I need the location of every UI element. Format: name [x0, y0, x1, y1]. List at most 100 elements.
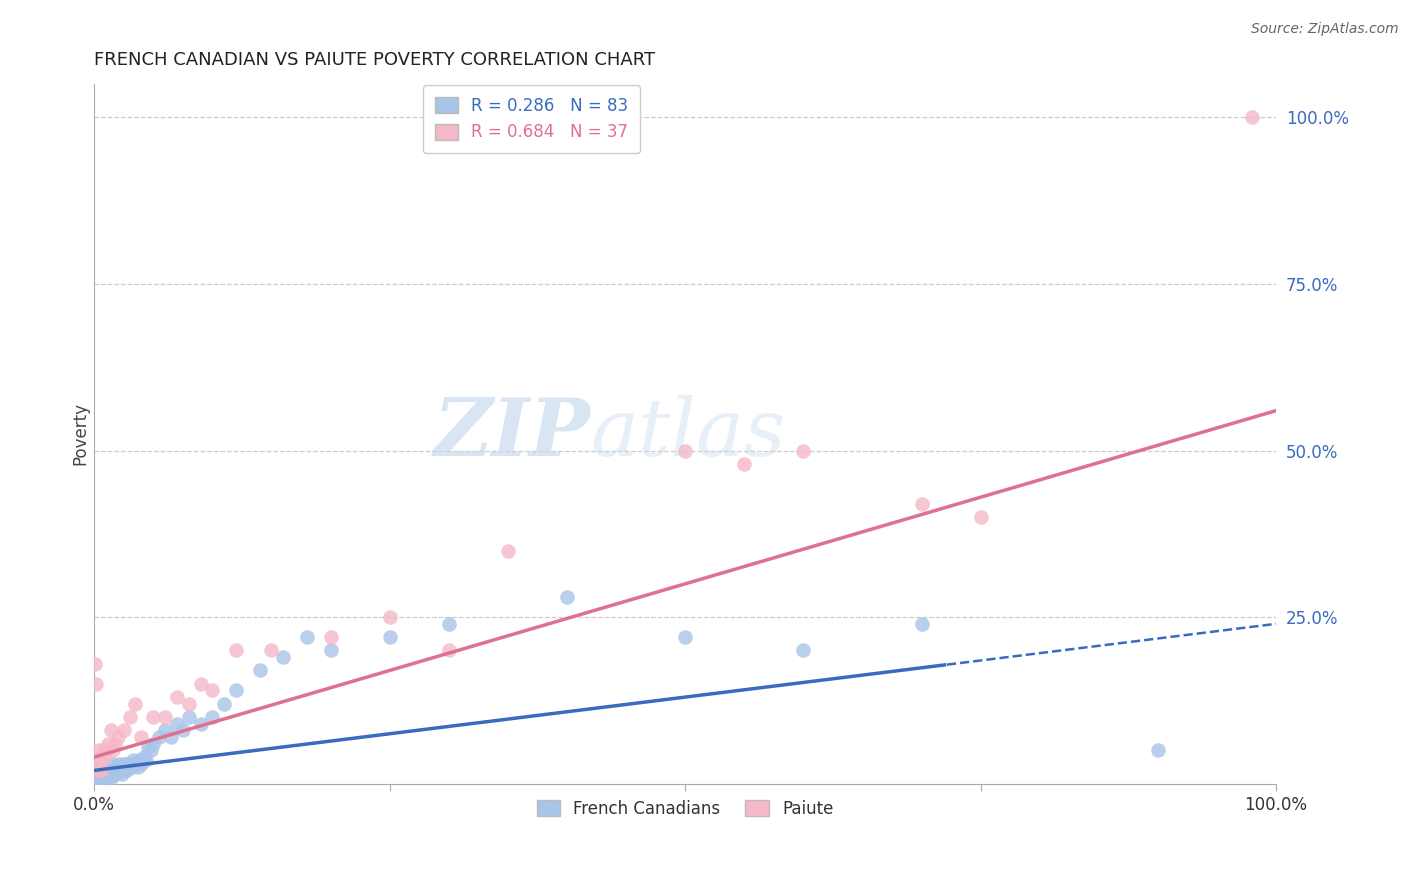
Point [91, 760, 114, 774]
Point [110, 760, 132, 774]
Point [118, 710, 141, 724]
Point [111, 766, 134, 780]
Point [378, 630, 401, 644]
Point [87, 773, 110, 788]
Point [132, 750, 155, 764]
Point [101, 766, 124, 780]
Point [166, 716, 188, 731]
Point [90, 770, 112, 784]
Point [1241, 111, 1264, 125]
Point [128, 753, 150, 767]
Point [94, 760, 117, 774]
Point [138, 740, 160, 755]
Point [89, 760, 111, 774]
Point [101, 743, 124, 757]
Point [86, 677, 108, 691]
Point [94, 743, 117, 757]
Point [295, 630, 318, 644]
Point [93, 770, 115, 784]
Point [260, 643, 283, 657]
Point [91, 772, 114, 786]
Point [142, 737, 165, 751]
Point [121, 760, 143, 774]
Point [107, 760, 129, 774]
Point [108, 764, 131, 778]
Point [86, 766, 108, 780]
Point [319, 630, 342, 644]
Point [177, 710, 200, 724]
Point [201, 710, 224, 724]
Point [101, 756, 124, 771]
Point [733, 457, 755, 471]
Point [112, 756, 135, 771]
Point [212, 697, 235, 711]
Point [89, 756, 111, 771]
Point [225, 643, 247, 657]
Point [87, 764, 110, 778]
Point [118, 756, 141, 771]
Point [122, 753, 145, 767]
Point [190, 677, 212, 691]
Point [96, 766, 118, 780]
Point [118, 760, 141, 774]
Point [94, 770, 117, 784]
Point [153, 710, 176, 724]
Point [107, 730, 129, 744]
Point [89, 770, 111, 784]
Point [153, 723, 176, 738]
Point [84, 770, 107, 784]
Point [378, 610, 401, 624]
Point [94, 756, 117, 771]
Point [100, 764, 122, 778]
Point [142, 710, 165, 724]
Point [673, 630, 696, 644]
Point [104, 766, 127, 780]
Point [249, 664, 271, 678]
Point [86, 766, 108, 780]
Point [87, 743, 110, 757]
Point [96, 760, 118, 774]
Point [792, 643, 814, 657]
Point [437, 616, 460, 631]
Point [112, 723, 135, 738]
Point [177, 697, 200, 711]
Point [792, 443, 814, 458]
Point [124, 756, 146, 771]
Point [114, 760, 136, 774]
Point [131, 756, 153, 771]
Point [969, 510, 991, 524]
Point [190, 716, 212, 731]
Point [97, 737, 120, 751]
Point [89, 766, 111, 780]
Point [98, 760, 121, 774]
Point [86, 764, 108, 778]
Point [101, 770, 124, 784]
Point [91, 766, 114, 780]
Point [225, 683, 247, 698]
Y-axis label: Poverty: Poverty [72, 402, 89, 466]
Point [115, 756, 138, 771]
Point [91, 750, 114, 764]
Point [86, 764, 108, 778]
Point [100, 723, 122, 738]
Point [104, 760, 127, 774]
Point [166, 690, 188, 705]
Point [124, 697, 146, 711]
Point [87, 770, 110, 784]
Point [94, 750, 117, 764]
Point [90, 764, 112, 778]
Text: FRENCH CANADIAN VS PAIUTE POVERTY CORRELATION CHART: FRENCH CANADIAN VS PAIUTE POVERTY CORREL… [94, 51, 655, 69]
Point [97, 770, 120, 784]
Legend: French Canadians, Paiute: French Canadians, Paiute [530, 793, 841, 824]
Point [172, 723, 194, 738]
Point [496, 543, 519, 558]
Point [90, 764, 112, 778]
Point [271, 650, 294, 665]
Point [86, 764, 108, 778]
Point [101, 760, 124, 774]
Point [103, 764, 125, 778]
Point [112, 764, 135, 778]
Point [98, 766, 121, 780]
Point [910, 497, 932, 511]
Point [673, 443, 696, 458]
